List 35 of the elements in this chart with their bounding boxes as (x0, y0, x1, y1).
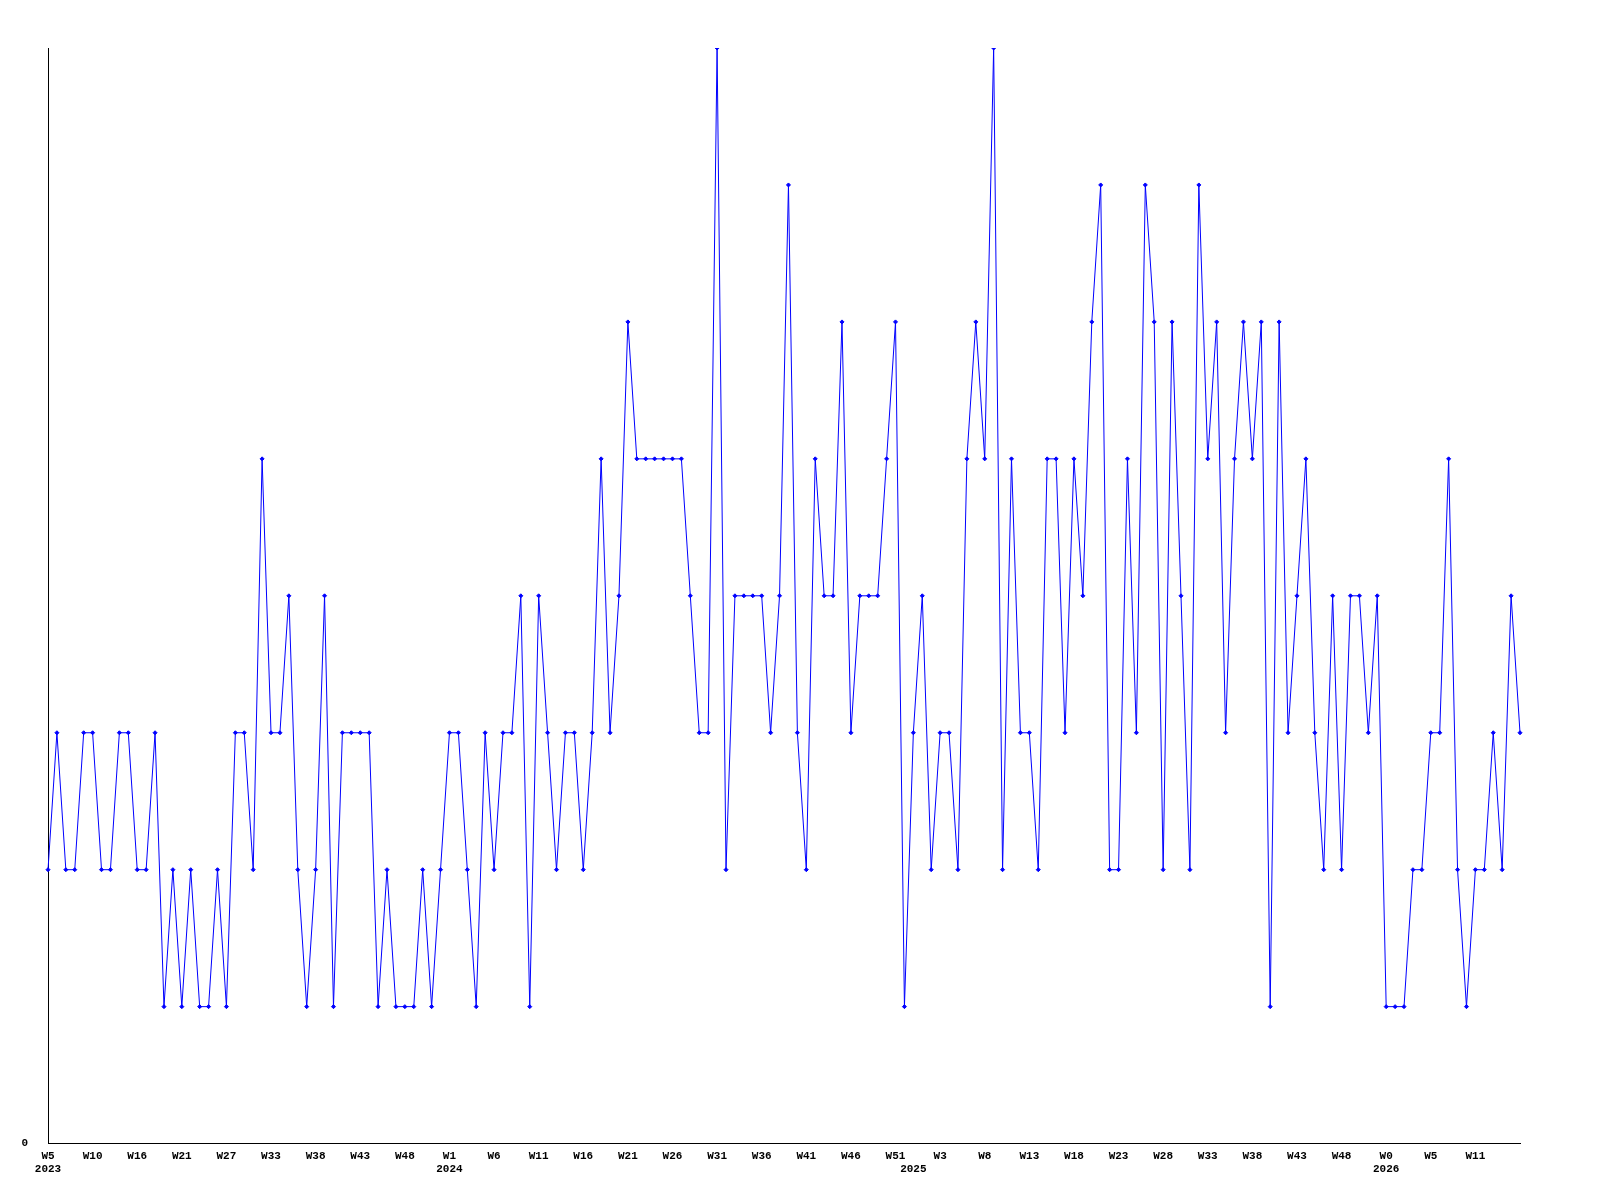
x-tick-label: W10 (82, 1149, 103, 1162)
text: 0 (21, 1137, 28, 1150)
x-tick-label: W6 (487, 1149, 501, 1162)
x-tick-label: W16 (127, 1149, 148, 1162)
x-tick-label: W13 (1019, 1149, 1040, 1162)
x-tick-label: W48 (1331, 1149, 1352, 1162)
x-tick-label: 2025 (900, 1163, 927, 1176)
x-tick-label: W38 (305, 1149, 326, 1162)
x-tick-label: W36 (751, 1149, 772, 1162)
x-tick-label: W43 (350, 1149, 371, 1162)
x-tick-label: W5 2023 (34, 1149, 62, 1176)
x-tick-label: W33 (261, 1149, 282, 1162)
x-tick-label: W11 (1465, 1149, 1486, 1162)
x-tick-label: W41 (796, 1149, 817, 1162)
x-tick-label: W8 (978, 1149, 992, 1162)
x-tick-label: W38 (1242, 1149, 1263, 1162)
x-tick-label: W27 (216, 1149, 237, 1162)
x-tick-label: W31 (707, 1149, 728, 1162)
x-tick-label: W0 2026 (1372, 1149, 1400, 1176)
x-tick-label: W5 (1424, 1149, 1438, 1162)
x-tick-label: W21 (171, 1149, 193, 1162)
x-tick-label: W51 (885, 1149, 906, 1162)
x-tick-label: W33 (1197, 1149, 1219, 1162)
x-tick-label: W43 (1287, 1149, 1308, 1162)
x-tick-label: W23 (1108, 1149, 1129, 1162)
x-tick-label: W16 (573, 1149, 594, 1162)
x-tick-label: W18 (1064, 1149, 1085, 1162)
x-tick-label: W21 (617, 1149, 639, 1162)
x-tick-label: W1 2024 (436, 1149, 464, 1176)
x-tick-label: W11 (528, 1149, 549, 1162)
x-tick-label: W48 (394, 1149, 416, 1162)
x-tick-label: W28 (1153, 1149, 1174, 1162)
x-tick-label: W26 (662, 1149, 683, 1162)
x-tick-label: W46 (841, 1149, 861, 1162)
x-tick-label: W3 (933, 1149, 948, 1162)
